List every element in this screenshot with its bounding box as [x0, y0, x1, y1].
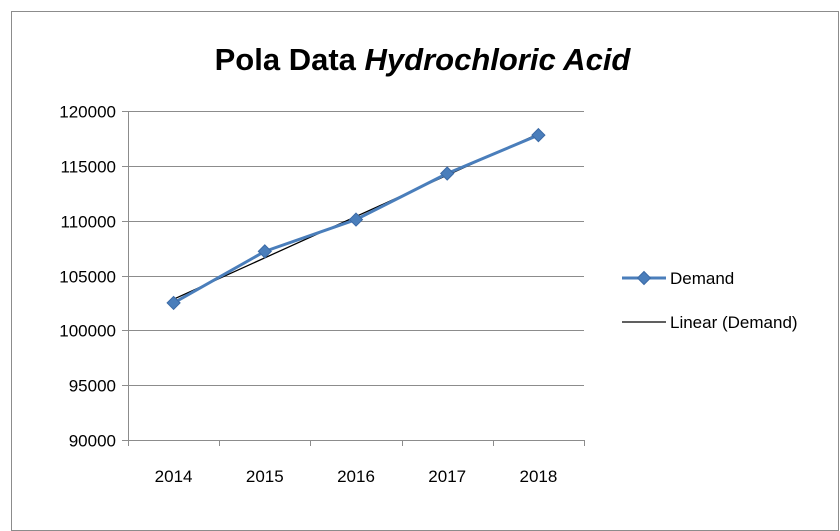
x-tick-label-2018: 2018: [519, 467, 557, 486]
gridlines: [128, 112, 584, 386]
y-tick-label-95000: 95000: [69, 377, 116, 396]
y-tick-label-100000: 100000: [59, 322, 116, 341]
point-demand-2017: [441, 167, 454, 180]
x-tick-label-2017: 2017: [428, 467, 466, 486]
x-tick-label-2016: 2016: [337, 467, 375, 486]
y-tick-label-105000: 105000: [59, 268, 116, 287]
x-tick-label-2014: 2014: [155, 467, 193, 486]
point-demand-2014: [167, 296, 180, 309]
y-tick-label-90000: 90000: [69, 432, 116, 451]
point-demand-2018: [532, 129, 545, 142]
y-tick-label-115000: 115000: [61, 158, 116, 177]
chart-plot: 90000 95000 100000 105000 110000 115000 120000…: [0, 0, 840, 508]
legend-demand-label: Demand: [670, 269, 734, 288]
y-tick-label-110000: 110000: [61, 213, 116, 232]
x-tick-labels: 2014 2015 2016 2017 2018: [155, 467, 558, 486]
axes: [122, 111, 585, 446]
legend-demand-marker: [638, 272, 651, 285]
series-layer: [167, 129, 545, 310]
legend: Demand Linear (Demand): [622, 269, 798, 332]
y-tick-label-120000: 120000: [59, 103, 116, 122]
legend-trend-label: Linear (Demand): [670, 313, 798, 332]
x-tick-label-2015: 2015: [246, 467, 284, 486]
y-tick-labels: 90000 95000 100000 105000 110000 115000 120000: [59, 103, 116, 451]
